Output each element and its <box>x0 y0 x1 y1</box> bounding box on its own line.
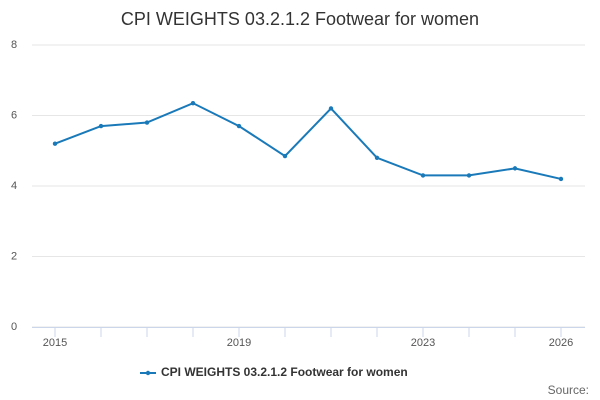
data-point <box>144 120 150 125</box>
legend-marker <box>145 370 151 376</box>
y-tick-label: 0 <box>11 321 17 333</box>
data-point <box>512 166 518 171</box>
data-point <box>52 141 58 146</box>
data-point <box>236 123 242 129</box>
data-point <box>98 123 104 129</box>
data-point <box>282 153 288 159</box>
x-tick-label: 2026 <box>549 337 573 349</box>
data-point <box>558 176 564 182</box>
x-tick-label: 2019 <box>227 337 251 349</box>
y-tick-label: 8 <box>11 39 17 51</box>
data-point <box>420 173 426 178</box>
series-line <box>54 102 562 180</box>
source-label: Source: <box>548 383 589 397</box>
data-point <box>328 106 334 111</box>
y-tick-label: 6 <box>11 109 17 121</box>
y-tick-label: 4 <box>11 180 17 192</box>
data-point <box>374 155 380 160</box>
chart-title: CPI WEIGHTS 03.2.1.2 Footwear for women <box>121 9 479 29</box>
legend-label: CPI WEIGHTS 03.2.1.2 Footwear for women <box>161 365 408 379</box>
data-point <box>466 173 472 178</box>
x-tick-label: 2015 <box>43 337 67 349</box>
data-point <box>190 100 196 106</box>
x-tick-label: 2023 <box>411 337 435 349</box>
y-tick-label: 2 <box>11 250 17 262</box>
